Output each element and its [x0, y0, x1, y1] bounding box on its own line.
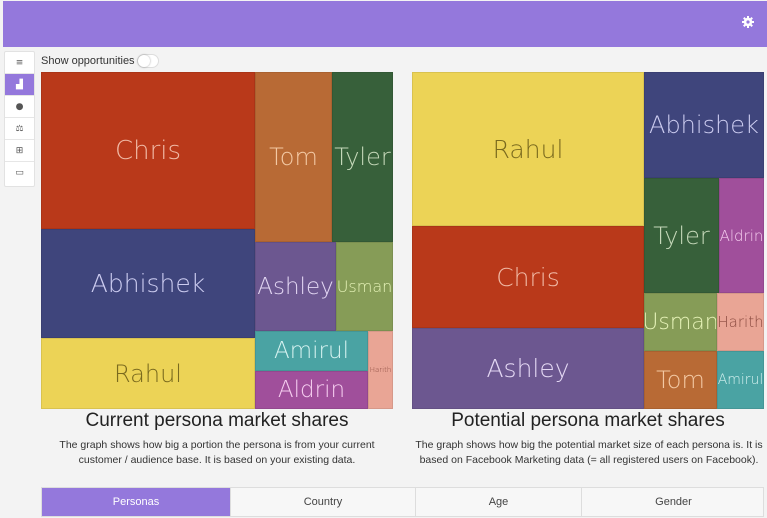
treemap-tile-usman[interactable]: Usman [644, 293, 717, 351]
gear-icon[interactable] [741, 16, 755, 30]
treemap-tile-harith[interactable]: Harith [717, 293, 764, 351]
tab-country[interactable]: Country [231, 488, 416, 516]
treemap-tile-harith[interactable]: Harith [368, 331, 393, 409]
map-icon: ▭ [15, 167, 24, 178]
potential-chart-title: Potential persona market shares [451, 410, 725, 431]
sidebar-item-map[interactable]: ▭ [5, 162, 34, 183]
tab-personas[interactable]: Personas [42, 488, 231, 516]
sidebar-item-scales[interactable]: ⚖ [5, 118, 34, 140]
treemap-tile-tom[interactable]: Tom [255, 72, 332, 242]
sidebar-item-grid[interactable]: ⊞ [5, 140, 34, 162]
show-opportunities-label: Show opportunities [41, 55, 135, 67]
tab-age[interactable]: Age [416, 488, 582, 516]
potential-persona-treemap: Rahul Chris Ashley Abhishek Tyler Aldrin Usman… [412, 72, 764, 409]
chart-icon: ▟ [16, 79, 23, 90]
treemap-tile-abhishek[interactable]: Abhishek [41, 229, 255, 338]
treemap-tile-tyler[interactable]: Tyler [332, 72, 393, 242]
treemap-tile-amirul[interactable]: Amirul [255, 331, 368, 371]
treemap-tile-chris[interactable]: Chris [41, 72, 255, 229]
menu-icon: ≡ [15, 57, 24, 68]
treemap-tile-chris[interactable]: Chris [412, 226, 644, 328]
treemap-tile-abhishek[interactable]: Abhishek [644, 72, 764, 178]
top-app-bar [3, 1, 767, 47]
grid-icon: ⊞ [15, 145, 24, 156]
treemap-tile-aldrin[interactable]: Aldrin [255, 371, 368, 409]
treemap-tile-ashley[interactable]: Ashley [412, 328, 644, 409]
current-chart-title: Current persona market shares [85, 410, 349, 431]
scales-icon: ⚖ [15, 123, 24, 134]
treemap-tile-amirul[interactable]: Amirul [717, 351, 764, 409]
treemap-tile-tyler[interactable]: Tyler [644, 178, 719, 293]
show-opportunities-toggle[interactable] [137, 54, 159, 68]
current-chart-description: The graph shows how big a portion the pe… [59, 439, 375, 466]
sidebar-item-menu[interactable]: ≡ [5, 52, 34, 74]
current-persona-treemap: Chris Tom Tyler Abhishek Rahul Ashley Usman Ami… [41, 72, 393, 409]
treemap-tile-ashley[interactable]: Ashley [255, 242, 336, 331]
sidebar: ≡ ▟ ● ⚖ ⊞ ▭ [4, 51, 35, 187]
location-pin-icon: ● [15, 101, 24, 112]
treemap-tile-aldrin[interactable]: Aldrin [719, 178, 764, 293]
sidebar-item-location-pin[interactable]: ● [5, 96, 34, 118]
treemap-tile-rahul[interactable]: Rahul [41, 338, 255, 409]
treemap-tile-tom[interactable]: Tom [644, 351, 717, 409]
treemap-tile-rahul[interactable]: Rahul [412, 72, 644, 226]
sidebar-item-chart[interactable]: ▟ [5, 74, 34, 96]
tab-gender[interactable]: Gender [655, 496, 692, 508]
treemap-tile-usman[interactable]: Usman [336, 242, 393, 331]
dimension-tabs: Personas Country Age Gender [41, 487, 764, 517]
potential-chart-description: The graph shows how big the potential ma… [415, 439, 763, 466]
